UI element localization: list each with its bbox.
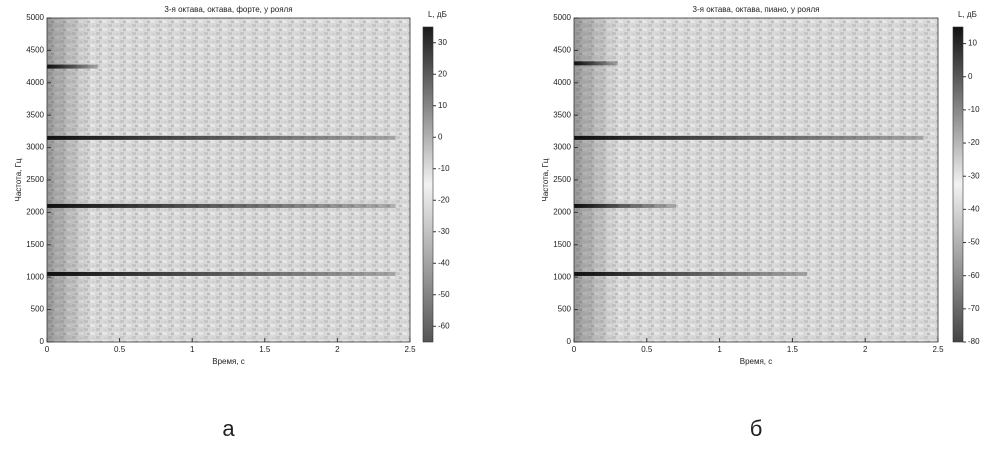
x-tick-label: 1.5	[259, 345, 271, 354]
y-tick-label: 3000	[26, 143, 44, 152]
y-tick-label: 1500	[26, 240, 44, 249]
y-tick-label: 3500	[553, 110, 571, 119]
colorbar-tick-label: -70	[968, 304, 980, 313]
x-tick-label: 0	[45, 345, 50, 354]
y-tick-label: 3000	[553, 143, 571, 152]
x-tick-label: 1.5	[787, 345, 799, 354]
y-tick-label: 0	[567, 337, 572, 346]
colorbar-tick-label: -10	[968, 105, 980, 114]
y-tick-label: 1000	[26, 272, 44, 281]
x-axis-label: Время, с	[212, 357, 245, 366]
y-tick-label: 3500	[26, 110, 44, 119]
harmonic-line	[47, 271, 396, 276]
panel-label: а	[222, 416, 235, 441]
colorbar-tick-label: 0	[968, 72, 973, 81]
colorbar-tick-label: -50	[968, 238, 980, 247]
colorbar-tick-label: -40	[968, 204, 980, 213]
harmonic-line	[574, 135, 924, 140]
y-tick-label: 5000	[553, 13, 571, 22]
colorbar-tick-label: -20	[438, 195, 450, 204]
colorbar-tick-label: -30	[438, 227, 450, 236]
x-tick-label: 0.5	[641, 345, 653, 354]
x-tick-label: 1	[190, 345, 195, 354]
chart-title: 3-я октава, октава, форте, у рояля	[164, 5, 292, 14]
y-tick-label: 1000	[553, 272, 571, 281]
onset-band	[574, 18, 618, 342]
colorbar-tick-label: -30	[968, 171, 980, 180]
x-tick-label: 2	[335, 345, 340, 354]
harmonic-line	[47, 64, 98, 69]
x-axis-label: Время, с	[740, 357, 773, 366]
colorbar-tick-label: 30	[438, 38, 447, 47]
x-tick-label: 1	[717, 345, 722, 354]
colorbar-tick-label: -80	[968, 337, 980, 346]
colorbar-tick-label: 0	[438, 132, 443, 141]
y-tick-label: 0	[40, 337, 45, 346]
colorbar-tick-label: -60	[968, 271, 980, 280]
colorbar-tick-label: 10	[438, 101, 447, 110]
colorbar-label: L, дБ	[428, 10, 447, 19]
spectrogram-field	[47, 18, 410, 342]
y-tick-label: 4000	[553, 78, 571, 87]
y-tick-label: 4000	[26, 78, 44, 87]
y-tick-label: 500	[558, 305, 572, 314]
harmonic-line	[47, 135, 396, 140]
y-tick-label: 2000	[553, 208, 571, 217]
panel-label: б	[750, 416, 763, 441]
y-tick-label: 1500	[553, 240, 571, 249]
y-tick-label: 500	[31, 305, 45, 314]
spectrogram-field	[574, 18, 938, 342]
colorbar-tick-label: -60	[438, 321, 450, 330]
y-tick-label: 5000	[26, 13, 44, 22]
x-tick-label: 2	[863, 345, 868, 354]
colorbar-tick-label: -10	[438, 164, 450, 173]
colorbar	[422, 26, 434, 343]
chart-title: 3-я октава, октава, пиано, у рояля	[693, 5, 820, 14]
onset-band	[47, 18, 91, 342]
colorbar-tick-label: -50	[438, 290, 450, 299]
colorbar-tick-label: 20	[438, 69, 447, 78]
harmonic-line	[47, 203, 396, 208]
x-tick-label: 2.5	[404, 345, 416, 354]
x-tick-label: 2.5	[932, 345, 944, 354]
colorbar-tick-label: 10	[968, 39, 977, 48]
y-axis-label: Частота, Гц	[14, 158, 23, 201]
harmonic-line	[574, 203, 676, 208]
y-tick-label: 2500	[26, 175, 44, 184]
x-tick-label: 0	[572, 345, 577, 354]
y-tick-label: 2500	[553, 175, 571, 184]
colorbar	[952, 26, 964, 343]
colorbar-label: L, дБ	[958, 10, 977, 19]
colorbar-tick-label: -40	[438, 258, 450, 267]
colorbar-tick-label: -20	[968, 138, 980, 147]
y-tick-label: 4500	[26, 46, 44, 55]
y-tick-label: 2000	[26, 208, 44, 217]
x-tick-label: 0.5	[114, 345, 126, 354]
harmonic-line	[574, 61, 618, 66]
y-tick-label: 4500	[553, 46, 571, 55]
y-axis-label: Частота, Гц	[541, 158, 550, 201]
harmonic-line	[574, 271, 807, 276]
